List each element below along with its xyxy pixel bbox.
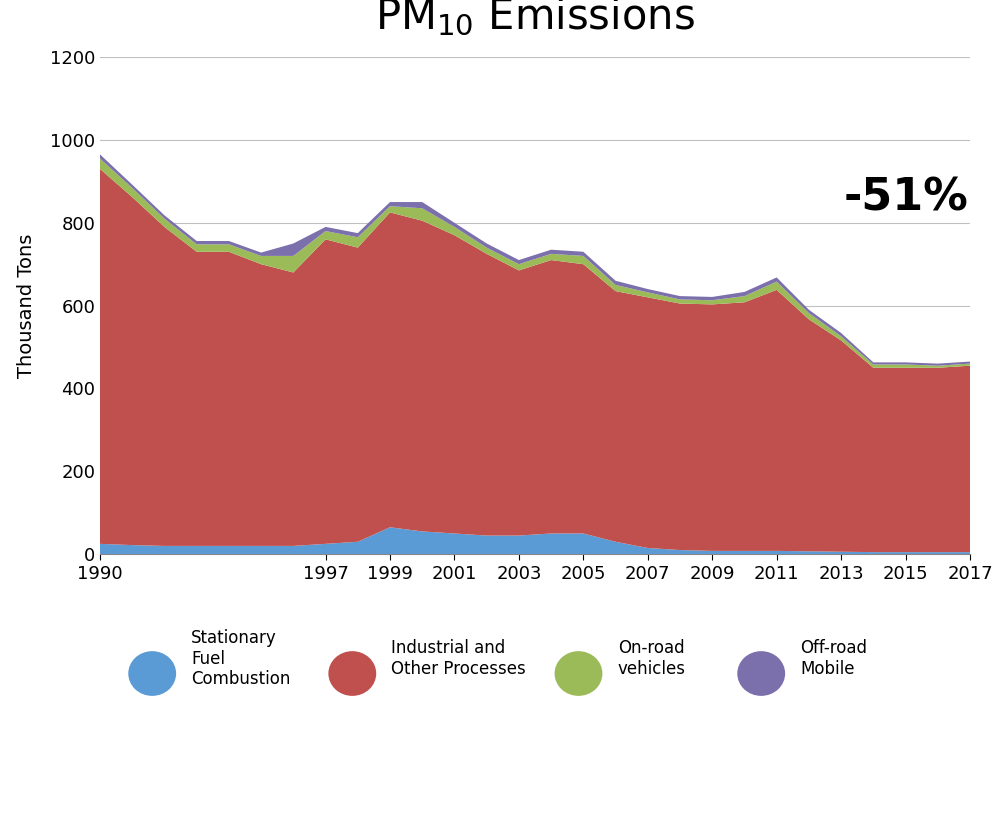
Ellipse shape bbox=[328, 651, 376, 696]
Text: Stationary
Fuel
Combustion: Stationary Fuel Combustion bbox=[191, 629, 291, 689]
Ellipse shape bbox=[128, 651, 176, 696]
Text: Off-road
Mobile: Off-road Mobile bbox=[800, 639, 867, 678]
Text: Industrial and
Other Processes: Industrial and Other Processes bbox=[391, 639, 526, 678]
Ellipse shape bbox=[555, 651, 602, 696]
Title: PM$_{10}$ Emissions: PM$_{10}$ Emissions bbox=[375, 0, 695, 38]
Text: -51%: -51% bbox=[843, 176, 968, 219]
Text: On-road
vehicles: On-road vehicles bbox=[618, 639, 686, 678]
Ellipse shape bbox=[737, 651, 785, 696]
Y-axis label: Thousand Tons: Thousand Tons bbox=[17, 233, 36, 378]
